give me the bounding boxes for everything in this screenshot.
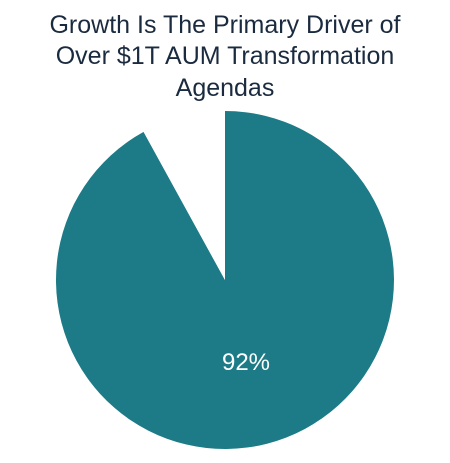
pie-slice-0	[55, 111, 394, 449]
pie-slice-1	[143, 110, 225, 280]
chart-title-line-1: Growth Is The Primary Driver of	[49, 11, 400, 39]
chart-title: Growth Is The Primary Driver of Over $1T…	[49, 11, 400, 102]
pie-slices	[55, 110, 394, 449]
chart-title-line-2: Over $1T AUM Transformation	[56, 42, 395, 70]
pie-labels: 92%	[222, 349, 270, 376]
chart-title-line-3: Agendas	[176, 74, 275, 102]
pie-slice-label-0: 92%	[222, 349, 270, 376]
